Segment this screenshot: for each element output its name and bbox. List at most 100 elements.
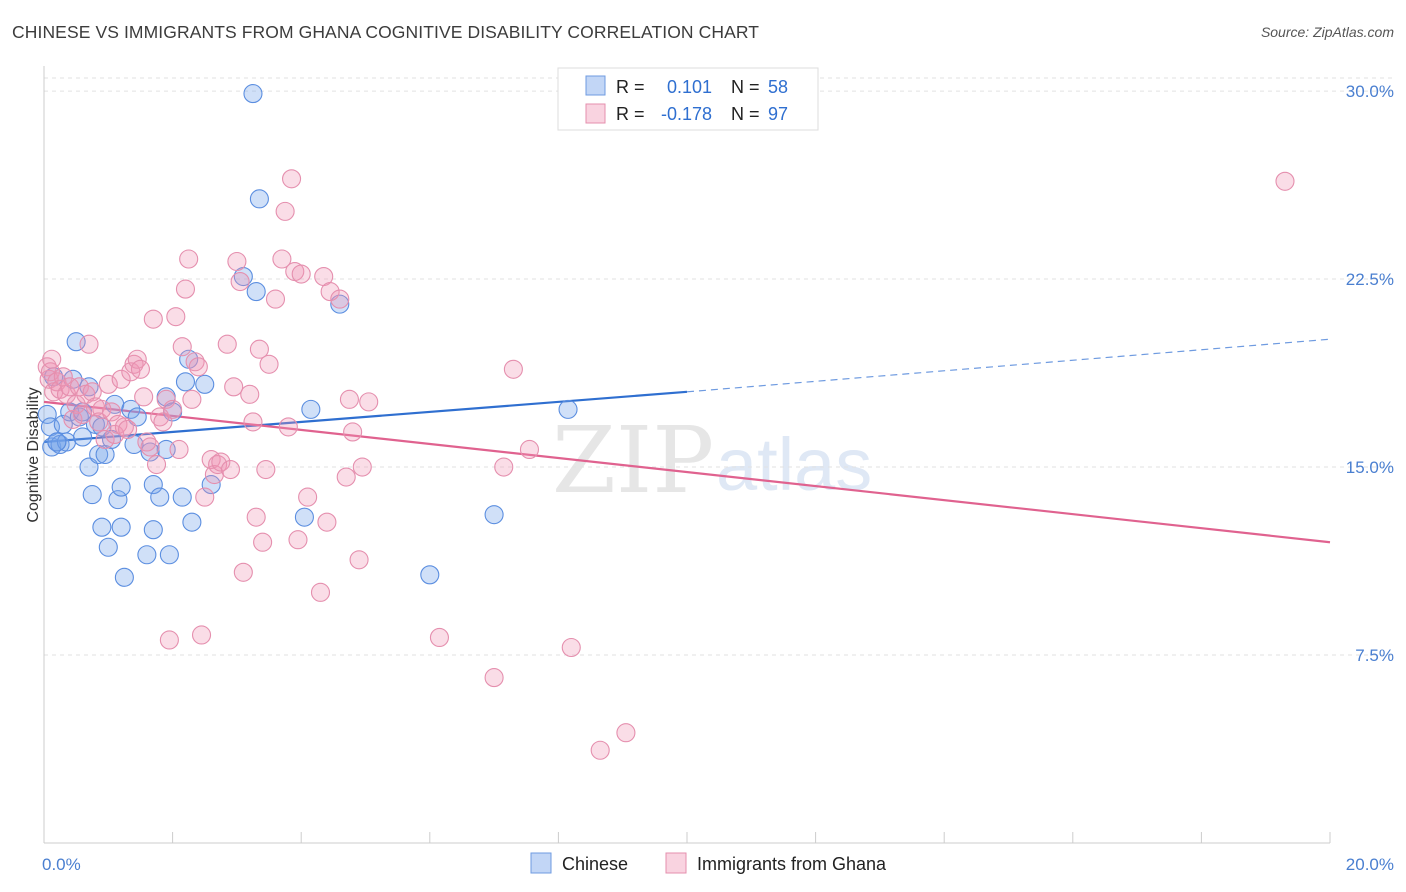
point-chinese bbox=[108, 490, 128, 510]
point-ghana bbox=[172, 337, 192, 357]
point-ghana bbox=[317, 512, 337, 532]
legend-n-value-1: 58 bbox=[768, 77, 788, 97]
point-ghana bbox=[89, 412, 109, 432]
trend-line-ghana bbox=[43, 400, 1331, 544]
point-ghana bbox=[169, 439, 189, 460]
point-ghana bbox=[42, 349, 62, 369]
y-tick-labels: 7.5% 15.0% 22.5% 30.0% bbox=[1346, 82, 1394, 665]
point-ghana bbox=[336, 467, 356, 487]
point-ghana bbox=[590, 740, 610, 760]
point-ghana bbox=[166, 307, 186, 327]
point-ghana bbox=[233, 562, 253, 582]
legend-n-label-2: N = bbox=[731, 104, 760, 124]
point-ghana bbox=[1275, 171, 1295, 191]
point-chinese bbox=[484, 505, 504, 525]
watermark: ZIP atlas bbox=[552, 407, 872, 514]
point-chinese bbox=[92, 517, 112, 537]
x-tick-label-min: 0.0% bbox=[42, 855, 81, 874]
point-ghana bbox=[561, 637, 581, 658]
point-ghana bbox=[69, 377, 89, 397]
point-chinese bbox=[301, 399, 321, 419]
point-ghana bbox=[246, 507, 266, 527]
point-ghana bbox=[519, 439, 540, 460]
point-chinese bbox=[558, 399, 578, 419]
point-ghana bbox=[208, 454, 228, 475]
point-ghana bbox=[320, 282, 340, 302]
point-ghana bbox=[259, 354, 279, 374]
point-ghana bbox=[130, 359, 150, 379]
point-ghana bbox=[146, 454, 167, 475]
legend-swatch-ghana bbox=[585, 103, 606, 124]
point-ghana bbox=[359, 392, 379, 412]
point-ghana bbox=[484, 668, 504, 688]
point-ghana bbox=[195, 487, 215, 507]
point-chinese bbox=[243, 84, 263, 104]
legend-swatch-chinese bbox=[585, 75, 606, 96]
point-chinese bbox=[182, 512, 202, 532]
point-ghana bbox=[220, 459, 241, 480]
y-tick-label: 7.5% bbox=[1355, 646, 1394, 665]
point-ghana bbox=[60, 377, 80, 397]
legend-n-value-2: 97 bbox=[768, 104, 788, 124]
bottom-legend-swatch-ghana bbox=[665, 852, 687, 874]
point-ghana bbox=[140, 437, 160, 457]
point-ghana bbox=[253, 532, 273, 552]
point-ghana bbox=[429, 627, 449, 648]
watermark-atlas: atlas bbox=[716, 423, 872, 506]
point-chinese bbox=[37, 404, 57, 424]
point-chinese bbox=[73, 427, 93, 447]
legend-r-label-1: R = bbox=[616, 77, 645, 97]
point-ghana bbox=[278, 417, 298, 437]
point-ghana bbox=[240, 384, 260, 404]
point-chinese bbox=[294, 507, 314, 527]
bottom-legend-swatch-chinese bbox=[530, 852, 552, 874]
legend-r-value-1: 0.101 bbox=[667, 77, 712, 97]
point-ghana bbox=[159, 630, 179, 650]
point-chinese bbox=[159, 545, 179, 565]
point-ghana bbox=[265, 289, 286, 309]
point-ghana bbox=[494, 457, 514, 477]
y-tick-label: 30.0% bbox=[1346, 82, 1394, 101]
point-ghana bbox=[134, 387, 154, 407]
point-chinese bbox=[98, 537, 118, 557]
point-chinese bbox=[111, 517, 131, 537]
point-chinese bbox=[114, 567, 134, 587]
point-ghana bbox=[291, 264, 311, 284]
point-ghana bbox=[249, 339, 269, 359]
point-ghana bbox=[256, 459, 276, 480]
point-ghana bbox=[224, 377, 244, 397]
y-tick-label: 15.0% bbox=[1346, 458, 1394, 477]
source-label: Source: ZipAtlas.com bbox=[1260, 24, 1394, 40]
point-ghana bbox=[288, 530, 308, 550]
point-chinese bbox=[246, 282, 266, 302]
point-ghana bbox=[101, 402, 122, 422]
point-ghana bbox=[282, 169, 302, 189]
point-chinese bbox=[249, 189, 269, 209]
point-chinese bbox=[150, 487, 170, 507]
point-chinese bbox=[175, 372, 196, 392]
point-ghana bbox=[243, 412, 263, 432]
point-ghana bbox=[82, 382, 102, 402]
point-chinese bbox=[172, 487, 192, 507]
point-ghana bbox=[137, 432, 157, 452]
point-ghana bbox=[339, 389, 359, 409]
point-ghana bbox=[63, 409, 83, 429]
point-ghana bbox=[330, 289, 350, 309]
point-chinese bbox=[137, 545, 157, 565]
point-ghana bbox=[188, 357, 208, 377]
point-ghana bbox=[310, 582, 331, 602]
legend-box: R = 0.101 N = 58 R = -0.178 N = 97 bbox=[557, 67, 819, 131]
point-ghana bbox=[352, 457, 372, 477]
data-points bbox=[37, 84, 1295, 760]
point-ghana bbox=[79, 334, 99, 354]
point-ghana bbox=[156, 389, 176, 409]
point-ghana bbox=[343, 422, 363, 442]
point-ghana bbox=[111, 369, 131, 389]
point-ghana bbox=[118, 419, 138, 439]
point-ghana bbox=[230, 272, 250, 292]
x-tick-label-max: 20.0% bbox=[1346, 855, 1394, 874]
point-ghana bbox=[124, 354, 144, 374]
point-ghana bbox=[143, 309, 163, 329]
point-chinese bbox=[121, 399, 141, 419]
